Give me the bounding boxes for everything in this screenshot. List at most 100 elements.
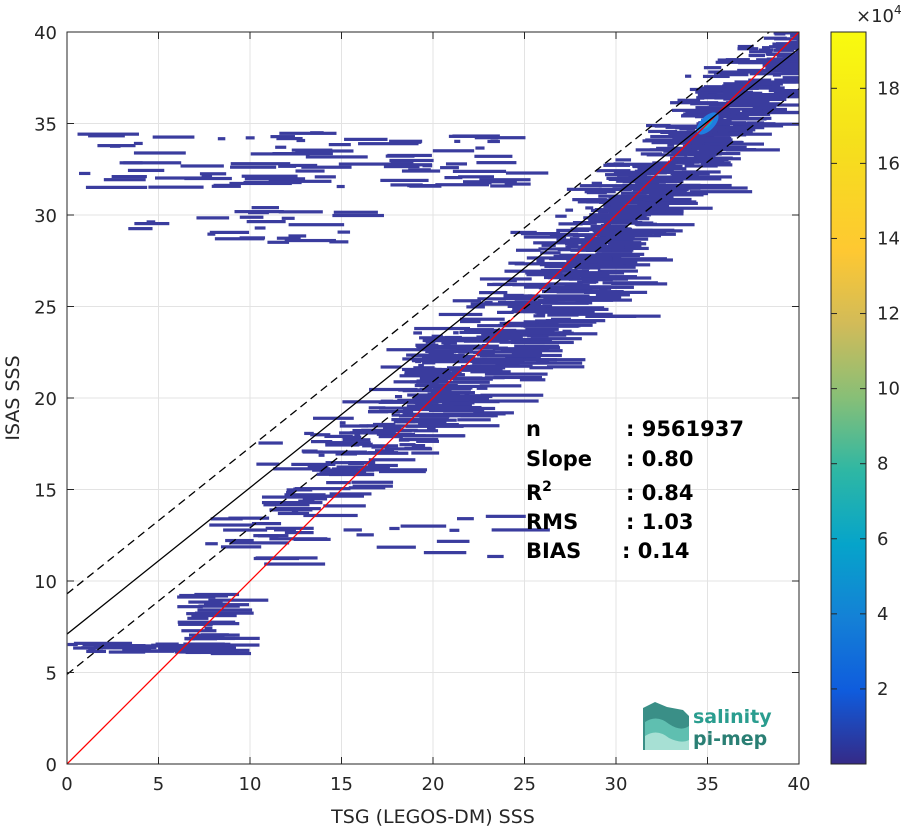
- colorbar-exponent: ×104: [856, 3, 902, 27]
- data-streak: [602, 281, 658, 285]
- data-streak: [530, 337, 582, 341]
- data-streak: [775, 46, 799, 50]
- data-streak: [495, 364, 520, 368]
- data-streak: [725, 58, 750, 62]
- data-streak: [503, 294, 533, 298]
- data-streak: [578, 254, 610, 259]
- data-streak: [416, 439, 439, 443]
- stat-label-bias: BIAS: [526, 539, 581, 563]
- data-streak: [386, 348, 435, 352]
- data-streak: [261, 495, 326, 499]
- data-streak: [244, 177, 306, 181]
- data-streak: [196, 216, 230, 220]
- data-streak: [567, 241, 595, 245]
- data-streak: [567, 243, 579, 247]
- data-streak: [776, 54, 799, 58]
- data-streak: [546, 365, 585, 369]
- data-streak: [203, 594, 229, 598]
- data-streak: [389, 158, 434, 163]
- data-streak: [624, 195, 674, 199]
- stat-name: R: [526, 481, 542, 505]
- data-streak: [368, 406, 386, 410]
- data-streak: [487, 139, 500, 144]
- data-streak: [286, 491, 295, 495]
- data-streak: [477, 324, 540, 328]
- data-streak: [414, 368, 439, 372]
- data-streak: [706, 107, 763, 111]
- data-streak: [429, 380, 490, 384]
- data-streak: [304, 150, 328, 154]
- data-streak: [655, 206, 713, 210]
- stat-label-slope: Slope: [526, 447, 592, 471]
- data-streak: [329, 240, 349, 244]
- data-streak: [479, 178, 531, 182]
- stat-value-bias: : 0.14: [622, 539, 690, 563]
- data-streak: [700, 163, 733, 167]
- data-streak: [701, 128, 756, 132]
- fit-line: [67, 47, 799, 635]
- data-streak: [281, 216, 295, 220]
- data-streak: [703, 66, 722, 70]
- data-streak: [201, 173, 213, 178]
- data-streak: [298, 499, 315, 503]
- data-streak: [291, 462, 336, 467]
- data-streak: [579, 184, 627, 188]
- data-streak: [251, 521, 282, 526]
- data-streak: [245, 136, 255, 140]
- data-streak: [519, 378, 546, 382]
- data-streak: [449, 528, 460, 532]
- data-streak: [342, 400, 398, 404]
- data-streak: [246, 220, 286, 224]
- data-streak: [419, 336, 450, 340]
- data-streak: [577, 200, 599, 204]
- colorbar-tick-label: 6: [877, 529, 888, 550]
- data-streak: [636, 223, 695, 227]
- data-streak: [177, 595, 216, 599]
- data-streak: [67, 642, 78, 647]
- data-streak: [204, 626, 213, 630]
- data-streak: [596, 169, 631, 173]
- data-streak: [267, 501, 299, 505]
- data-streak: [409, 184, 442, 188]
- data-streak: [492, 329, 555, 333]
- data-streak: [276, 136, 303, 141]
- data-streak: [452, 299, 482, 303]
- data-streak: [525, 271, 563, 275]
- data-streak: [437, 414, 498, 418]
- data-streak: [318, 453, 325, 457]
- data-streak: [111, 175, 147, 179]
- data-streak: [464, 329, 482, 333]
- data-streak: [547, 313, 579, 317]
- data-streak: [331, 467, 358, 471]
- data-streak: [480, 336, 501, 340]
- y-tick-label: 30: [34, 206, 57, 227]
- data-streak: [536, 312, 546, 316]
- data-streak: [570, 227, 632, 231]
- stat-value-n: : 9561937: [626, 417, 744, 441]
- data-streak: [492, 347, 550, 351]
- data-streak: [568, 277, 629, 281]
- data-streak: [651, 141, 705, 145]
- data-streak: [376, 545, 416, 549]
- data-streak: [337, 230, 351, 234]
- data-streak: [545, 319, 606, 323]
- data-streak: [253, 534, 289, 538]
- data-streak: [444, 175, 463, 180]
- data-streak: [378, 400, 432, 404]
- data-streak: [768, 89, 799, 93]
- data-streak: [379, 469, 426, 474]
- data-streak: [584, 236, 635, 241]
- data-streak: [191, 613, 237, 618]
- data-streak: [645, 138, 677, 142]
- data-streak: [708, 70, 763, 74]
- data-streak: [358, 142, 419, 146]
- data-streak: [523, 235, 567, 239]
- y-tick-label: 35: [34, 115, 57, 136]
- data-streak: [529, 366, 554, 370]
- stat-superscript: 2: [542, 479, 552, 495]
- data-streak: [615, 158, 632, 162]
- data-streak: [368, 410, 389, 414]
- data-streak: [648, 129, 678, 134]
- data-streak: [213, 183, 234, 187]
- colorbar-tick-label: 14: [877, 228, 900, 249]
